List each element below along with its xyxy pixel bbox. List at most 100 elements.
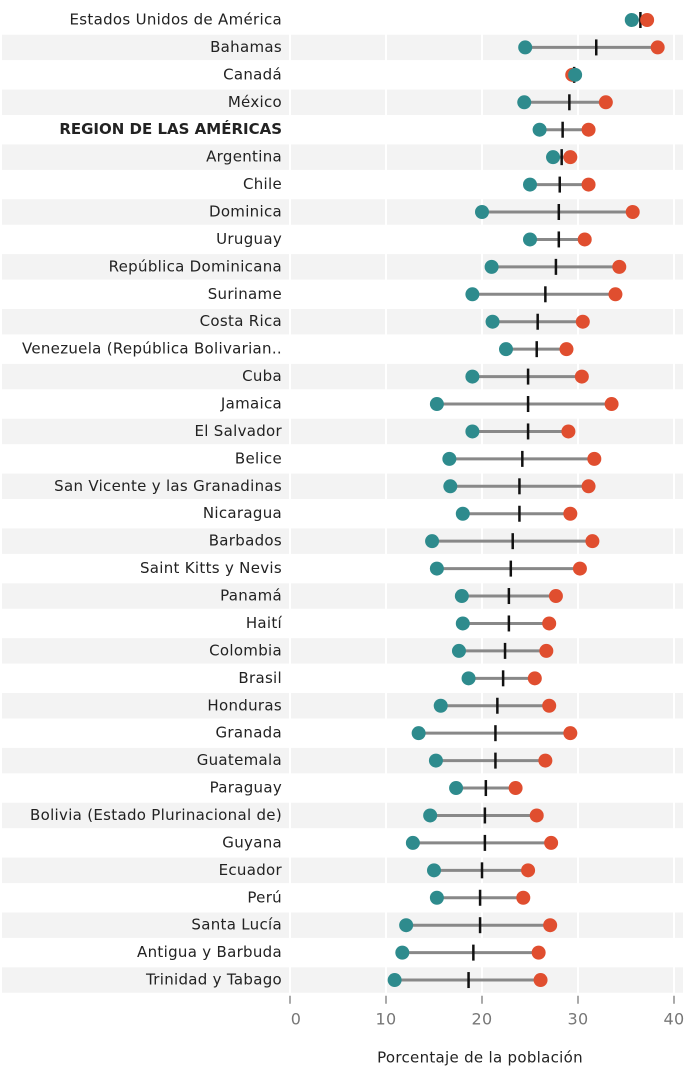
category-label: Bahamas (210, 38, 282, 56)
max-dot (572, 561, 587, 576)
max-dot (542, 616, 557, 631)
min-dot (484, 259, 499, 274)
category-label: San Vicente y las Granadinas (54, 477, 282, 495)
max-dot (581, 479, 596, 494)
category-label: Haití (246, 614, 283, 632)
max-dot (563, 726, 578, 741)
min-dot (465, 369, 480, 384)
max-dot (561, 424, 576, 439)
category-label: Guatemala (197, 751, 282, 769)
max-dot (529, 808, 544, 823)
max-dot (533, 973, 548, 988)
min-dot (461, 671, 476, 686)
min-dot (568, 67, 583, 82)
max-dot (650, 40, 665, 55)
category-label: Santa Lucía (191, 916, 282, 934)
category-label: Paraguay (210, 779, 282, 797)
min-dot (624, 13, 639, 27)
category-label: Chile (243, 175, 282, 193)
min-dot (399, 918, 414, 933)
category-label: Honduras (207, 696, 282, 714)
category-label: Ecuador (219, 861, 283, 879)
category-label: Trinidad y Tabago (145, 971, 282, 989)
min-dot (518, 40, 533, 55)
category-label: Panamá (220, 587, 282, 605)
min-dot (405, 835, 420, 850)
min-dot (425, 534, 440, 549)
row-stripe (2, 967, 683, 993)
min-dot (454, 589, 469, 604)
x-axis-label: Porcentaje de la población (377, 1049, 583, 1067)
row-stripe (2, 418, 683, 445)
category-label: El Salvador (194, 422, 282, 440)
row-stripe (2, 747, 683, 774)
max-dot (574, 369, 589, 384)
category-label: Venezuela (República Bolivarian.. (22, 340, 282, 358)
min-dot (465, 287, 480, 302)
x-tick-label: 30 (568, 1009, 589, 1028)
min-dot (429, 561, 444, 576)
category-label: Canadá (223, 65, 282, 83)
min-dot (387, 973, 402, 988)
row-stripe (2, 638, 683, 664)
max-dot (563, 150, 578, 165)
min-dot (449, 781, 464, 796)
row-stripe (2, 912, 683, 938)
min-dot (465, 424, 480, 439)
category-label: México (228, 93, 282, 111)
x-tick-label: 0 (291, 1009, 301, 1028)
max-dot (531, 945, 546, 960)
min-dot (428, 753, 443, 768)
category-label: Antigua y Barbuda (137, 943, 282, 961)
category-label: Belice (235, 449, 282, 467)
max-dot (527, 671, 542, 686)
max-dot (598, 95, 613, 110)
category-label: Brasil (238, 669, 282, 687)
max-dot (625, 205, 640, 220)
max-dot (521, 863, 536, 878)
row-stripe (2, 857, 683, 884)
category-label: Saint Kitts y Nevis (140, 559, 282, 577)
category-label: Cuba (242, 367, 282, 385)
max-dot (516, 890, 531, 905)
max-dot (542, 698, 557, 713)
max-dot (604, 397, 619, 412)
category-label: Jamaica (220, 395, 282, 413)
max-dot (585, 534, 600, 549)
x-tick-label: 40 (664, 1009, 685, 1028)
max-dot (581, 122, 596, 137)
min-dot (395, 945, 410, 960)
category-label: República Dominicana (109, 257, 282, 275)
row-stripe (2, 802, 683, 829)
category-label: Bolivia (Estado Plurinacional de) (30, 806, 282, 824)
max-dot (577, 232, 592, 247)
min-dot (485, 314, 500, 329)
min-dot (546, 150, 561, 165)
max-dot (548, 589, 563, 604)
min-dot (429, 890, 444, 905)
category-label: REGION DE LAS AMÉRICAS (59, 119, 282, 138)
row-stripe (2, 144, 683, 170)
max-dot (539, 643, 554, 658)
min-dot (455, 506, 470, 521)
min-dot (423, 808, 438, 823)
max-dot (559, 342, 574, 357)
category-label: Barbados (209, 532, 282, 550)
category-label: Dominica (209, 203, 282, 221)
category-label: Perú (247, 888, 282, 906)
row-stripe (2, 583, 683, 609)
min-dot (429, 397, 444, 412)
min-dot (532, 122, 547, 137)
max-dot (612, 259, 627, 274)
max-dot (581, 177, 596, 192)
category-label: Suriname (208, 285, 282, 303)
min-dot (451, 643, 466, 658)
category-label: Granada (216, 724, 283, 742)
x-tick-label: 20 (472, 1009, 493, 1028)
max-dot (575, 314, 590, 329)
max-dot (640, 13, 655, 27)
category-label: Argentina (206, 148, 282, 166)
max-dot (543, 918, 558, 933)
min-dot (442, 451, 457, 466)
category-label: Colombia (209, 641, 282, 659)
